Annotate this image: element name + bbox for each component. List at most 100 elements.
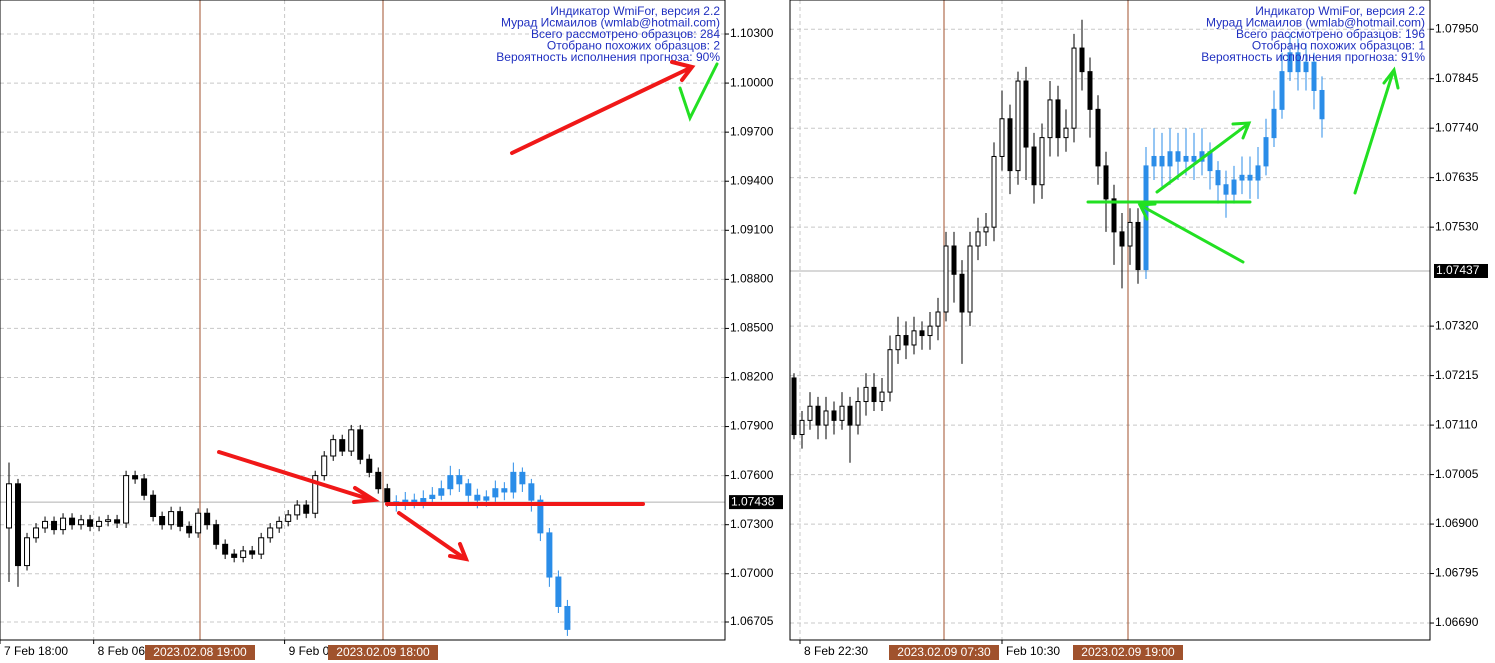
candle-body	[375, 471, 382, 490]
y-tick-label: 1.09400	[730, 173, 774, 187]
y-tick-label: 1.07600	[730, 468, 774, 482]
candle-body	[177, 511, 184, 527]
candle-body	[33, 527, 40, 539]
candle-body	[186, 525, 193, 534]
candle-body	[240, 550, 247, 558]
arrow-head	[670, 60, 696, 82]
candle-body	[999, 118, 1005, 157]
candle-body	[927, 325, 933, 337]
candle-body	[1135, 221, 1141, 271]
x-tick-label: 8 Feb 22:30	[804, 644, 868, 658]
candle-body	[447, 475, 454, 490]
marker-label: 2023.02.09 18:00	[336, 645, 430, 659]
candle-body	[951, 245, 957, 275]
candle-body	[815, 405, 821, 426]
y-tick-label: 1.09100	[730, 222, 774, 236]
marker-label: 2023.02.08 19:00	[153, 645, 247, 659]
info-text: Всего рассмотрено образцов: 196	[1236, 27, 1425, 41]
candle-body	[330, 439, 337, 457]
candle-body	[87, 519, 94, 527]
candle-body	[1239, 174, 1245, 181]
y-tick-label: 1.07000	[730, 566, 774, 580]
candle-body	[276, 520, 283, 529]
candle-body	[483, 496, 490, 501]
price-badge-label: 1.07437	[1436, 263, 1480, 277]
arrow	[397, 511, 466, 560]
candle-body	[1023, 80, 1029, 148]
candle-body	[546, 532, 553, 578]
candle-body	[967, 245, 973, 313]
x-tick-label: 7 Feb 18:00	[4, 644, 68, 658]
price-badge	[729, 495, 783, 510]
y-tick-label: 1.07900	[730, 419, 774, 433]
candle-body	[132, 475, 139, 480]
price-badge	[1434, 263, 1488, 278]
candle-body	[303, 504, 310, 514]
candle-body	[510, 471, 517, 493]
y-tick-label: 1.06690	[1435, 615, 1479, 629]
candle-body	[348, 429, 355, 452]
y-tick-label: 1.10300	[730, 26, 774, 40]
arrow-head	[1231, 121, 1252, 140]
candle-body	[831, 410, 837, 421]
candle-body	[312, 475, 319, 514]
candle-body	[1319, 89, 1325, 120]
y-tick-label: 1.08200	[730, 370, 774, 384]
candle-body	[855, 401, 861, 426]
candle-body	[78, 519, 85, 526]
x-tick-label: 9 Feb 0	[289, 644, 330, 658]
marker-badge	[328, 645, 438, 660]
candle-body	[456, 475, 463, 485]
arrow	[1353, 70, 1395, 195]
candle-body	[943, 245, 949, 313]
y-tick-label: 1.07740	[1435, 120, 1479, 134]
candle-body	[6, 483, 13, 529]
candle-body	[249, 550, 256, 555]
candle-body	[1047, 99, 1053, 139]
candle-body	[903, 335, 909, 346]
info-text: Отобрано похожих образцов: 1	[1252, 39, 1425, 53]
candle-body	[919, 330, 925, 337]
y-tick-label: 1.07110	[1435, 417, 1478, 431]
candle-body	[96, 520, 103, 527]
marker-badge	[1073, 645, 1183, 660]
candle-body	[15, 483, 22, 567]
y-tick-label: 1.06705	[730, 614, 774, 628]
candle-body	[501, 488, 508, 493]
y-tick-label: 1.07300	[730, 517, 774, 531]
marker-badge	[145, 645, 255, 660]
y-tick-label: 1.08500	[730, 321, 774, 335]
candle-body	[871, 386, 877, 403]
candle-body	[24, 537, 31, 567]
plot-border	[789, 0, 1431, 641]
candle-body	[465, 483, 472, 496]
candle-body	[1079, 47, 1085, 73]
info-text: Индикатор WmiFor, версия 2.2	[1255, 4, 1425, 18]
candle-body	[1231, 179, 1237, 195]
candle-body	[258, 537, 265, 555]
candle-body	[438, 488, 445, 496]
candle-body	[141, 478, 148, 496]
candle-body	[69, 517, 76, 526]
x-tick-label: Feb 10:30	[1006, 644, 1060, 658]
candle-body	[991, 155, 997, 228]
candle-body	[1271, 108, 1277, 139]
check-mark	[678, 62, 719, 122]
candle-body	[807, 405, 813, 421]
candle-body	[1119, 231, 1125, 247]
candle-body	[105, 519, 112, 522]
candle-body	[911, 330, 917, 346]
candle-body	[1095, 108, 1101, 167]
candle-body	[1039, 137, 1045, 186]
marker-label: 2023.02.09 07:30	[897, 645, 991, 659]
candle-body	[321, 455, 328, 477]
candle-body	[1159, 155, 1165, 167]
candle-body	[339, 439, 346, 452]
candle-body	[222, 543, 229, 555]
candle-body	[1087, 71, 1093, 110]
candle-body	[799, 419, 805, 436]
candle-body	[791, 377, 797, 436]
candle-body	[51, 520, 58, 531]
